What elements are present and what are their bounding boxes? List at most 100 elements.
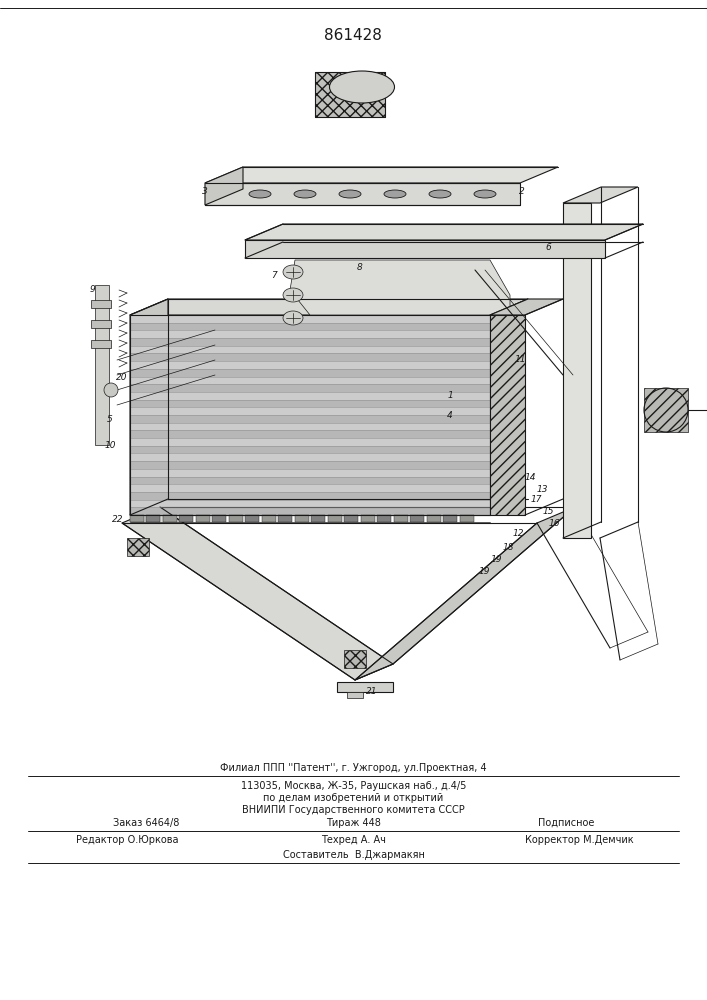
- Bar: [312, 515, 325, 522]
- Text: 12: 12: [513, 530, 524, 538]
- Bar: [130, 384, 490, 392]
- Bar: [490, 315, 525, 515]
- Text: 1: 1: [447, 390, 453, 399]
- Bar: [315, 72, 385, 117]
- Bar: [130, 400, 490, 407]
- Bar: [130, 423, 490, 430]
- Bar: [347, 692, 363, 698]
- Polygon shape: [130, 299, 168, 515]
- Bar: [130, 461, 490, 469]
- Ellipse shape: [429, 190, 451, 198]
- Bar: [130, 492, 490, 500]
- Text: 861428: 861428: [324, 27, 382, 42]
- Bar: [127, 538, 149, 556]
- Text: Корректор М.Демчик: Корректор М.Демчик: [525, 835, 634, 845]
- Bar: [130, 430, 490, 438]
- Bar: [344, 650, 366, 668]
- Bar: [337, 682, 393, 692]
- Text: Редактор О.Юркова: Редактор О.Юркова: [76, 835, 178, 845]
- Text: 9: 9: [89, 286, 95, 294]
- Bar: [563, 203, 591, 538]
- Bar: [490, 315, 525, 515]
- Bar: [411, 515, 424, 522]
- Text: 2: 2: [519, 188, 525, 196]
- Text: 113035, Москва, Ж-35, Раушская наб., д.4/5: 113035, Москва, Ж-35, Раушская наб., д.4…: [241, 781, 466, 791]
- Ellipse shape: [283, 288, 303, 302]
- Text: 8: 8: [357, 263, 363, 272]
- Text: Подписное: Подписное: [537, 818, 594, 828]
- Bar: [130, 438, 490, 446]
- Bar: [205, 183, 520, 205]
- Bar: [130, 515, 144, 522]
- Polygon shape: [290, 260, 510, 315]
- Text: 4: 4: [447, 410, 453, 420]
- Text: 5: 5: [107, 416, 113, 424]
- Bar: [460, 515, 474, 522]
- Text: Филиал ППП ''Патент'', г. Ужгород, ул.Проектная, 4: Филиал ППП ''Патент'', г. Ужгород, ул.Пр…: [220, 763, 487, 773]
- Text: 14: 14: [525, 473, 536, 482]
- Ellipse shape: [384, 190, 406, 198]
- Polygon shape: [122, 507, 393, 680]
- Polygon shape: [245, 224, 643, 240]
- Ellipse shape: [329, 71, 395, 103]
- Bar: [279, 515, 293, 522]
- Ellipse shape: [294, 190, 316, 198]
- Ellipse shape: [474, 190, 496, 198]
- Text: 15: 15: [542, 508, 554, 516]
- Bar: [262, 515, 276, 522]
- Bar: [245, 515, 259, 522]
- Text: 19: 19: [478, 568, 490, 576]
- Circle shape: [104, 383, 118, 397]
- Text: 11: 11: [514, 356, 526, 364]
- Bar: [315, 72, 385, 117]
- Text: 18: 18: [502, 544, 514, 552]
- Bar: [213, 515, 226, 522]
- Text: 20: 20: [116, 373, 128, 382]
- Bar: [130, 377, 490, 384]
- Bar: [91, 300, 111, 308]
- Text: 16: 16: [548, 518, 560, 528]
- Text: 17: 17: [530, 495, 542, 504]
- Bar: [130, 392, 490, 400]
- Bar: [130, 338, 490, 346]
- Bar: [644, 388, 688, 432]
- Text: Техред А. Ач: Техред А. Ач: [321, 835, 386, 845]
- Bar: [130, 369, 490, 377]
- Bar: [196, 515, 210, 522]
- Bar: [378, 515, 392, 522]
- Text: 6: 6: [545, 243, 551, 252]
- Ellipse shape: [283, 265, 303, 279]
- Bar: [130, 353, 490, 361]
- Text: по делам изобретений и открытий: по делам изобретений и открытий: [264, 793, 443, 803]
- Bar: [361, 515, 375, 522]
- Text: 13: 13: [536, 485, 548, 493]
- Bar: [130, 323, 490, 330]
- Text: Заказ 6464/8: Заказ 6464/8: [113, 818, 180, 828]
- Bar: [130, 484, 490, 492]
- Text: ВНИИПИ Государственного комитета СССР: ВНИИПИ Государственного комитета СССР: [242, 805, 465, 815]
- Bar: [130, 500, 490, 507]
- Polygon shape: [205, 167, 558, 183]
- Ellipse shape: [283, 311, 303, 325]
- Bar: [130, 315, 490, 323]
- Bar: [130, 330, 490, 338]
- Bar: [344, 515, 358, 522]
- Text: 19: 19: [490, 556, 502, 564]
- Bar: [443, 515, 457, 522]
- Bar: [130, 507, 490, 515]
- Bar: [180, 515, 194, 522]
- Bar: [95, 285, 109, 445]
- Bar: [130, 315, 490, 515]
- Bar: [130, 346, 490, 353]
- Text: 22: 22: [112, 516, 124, 524]
- Bar: [130, 407, 490, 415]
- Text: Составитель  В.Джармакян: Составитель В.Джармакян: [283, 850, 424, 860]
- Ellipse shape: [339, 190, 361, 198]
- Text: 7: 7: [271, 271, 277, 280]
- Bar: [394, 515, 408, 522]
- Polygon shape: [130, 299, 528, 315]
- Polygon shape: [205, 167, 243, 205]
- Bar: [130, 315, 490, 515]
- Polygon shape: [355, 507, 575, 680]
- Bar: [245, 240, 605, 258]
